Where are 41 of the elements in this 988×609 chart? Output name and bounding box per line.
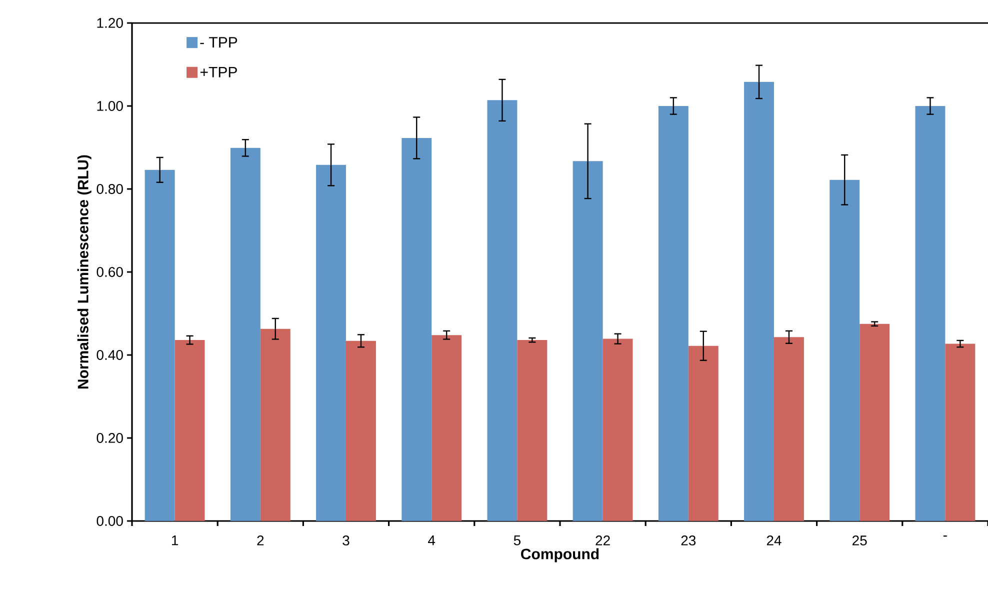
y-tick-label: 1.00	[97, 101, 123, 111]
y-tick-label: 0.00	[96, 516, 123, 526]
bar	[572, 161, 603, 521]
x-tick-label: 4	[428, 536, 436, 546]
x-tick-label: 23	[681, 536, 696, 546]
bar	[260, 328, 290, 521]
legend-label: +TPP	[200, 66, 237, 78]
bar	[230, 148, 260, 521]
x-tick-label: 2	[257, 536, 264, 546]
x-tick-label: 5	[514, 536, 521, 546]
x-tick-label: 3	[342, 536, 350, 546]
bar	[658, 106, 688, 521]
y-tick-label: 0.80	[96, 184, 123, 194]
bar	[517, 340, 548, 521]
bar	[688, 346, 718, 521]
x-tick-label: -	[944, 536, 947, 537]
bar	[860, 324, 890, 521]
bar	[487, 100, 518, 521]
bar	[316, 164, 346, 521]
y-axis-title: Normalised Luminescence (RLU)	[77, 155, 92, 389]
x-tick-label: 22	[596, 536, 610, 546]
y-tick-label: 1.20	[97, 18, 123, 28]
bar	[774, 337, 804, 521]
y-tick-label: 0.20	[96, 433, 123, 443]
x-tick-label: 1	[172, 536, 178, 546]
x-axis-title: Compound	[521, 548, 599, 562]
bar	[174, 340, 205, 521]
bar	[915, 106, 946, 521]
x-tick-label: 25	[852, 536, 867, 546]
x-tick-label: 24	[766, 536, 782, 546]
bar	[144, 170, 175, 521]
bar	[432, 335, 462, 521]
bar	[830, 180, 860, 521]
bar	[602, 338, 633, 521]
bar	[945, 344, 976, 521]
y-tick-label: 0.60	[96, 267, 123, 277]
bar	[402, 138, 432, 521]
legend-label: - TPP	[200, 37, 238, 48]
bar	[744, 82, 774, 521]
y-tick-label: 0.40	[96, 350, 123, 360]
bar	[346, 340, 376, 521]
